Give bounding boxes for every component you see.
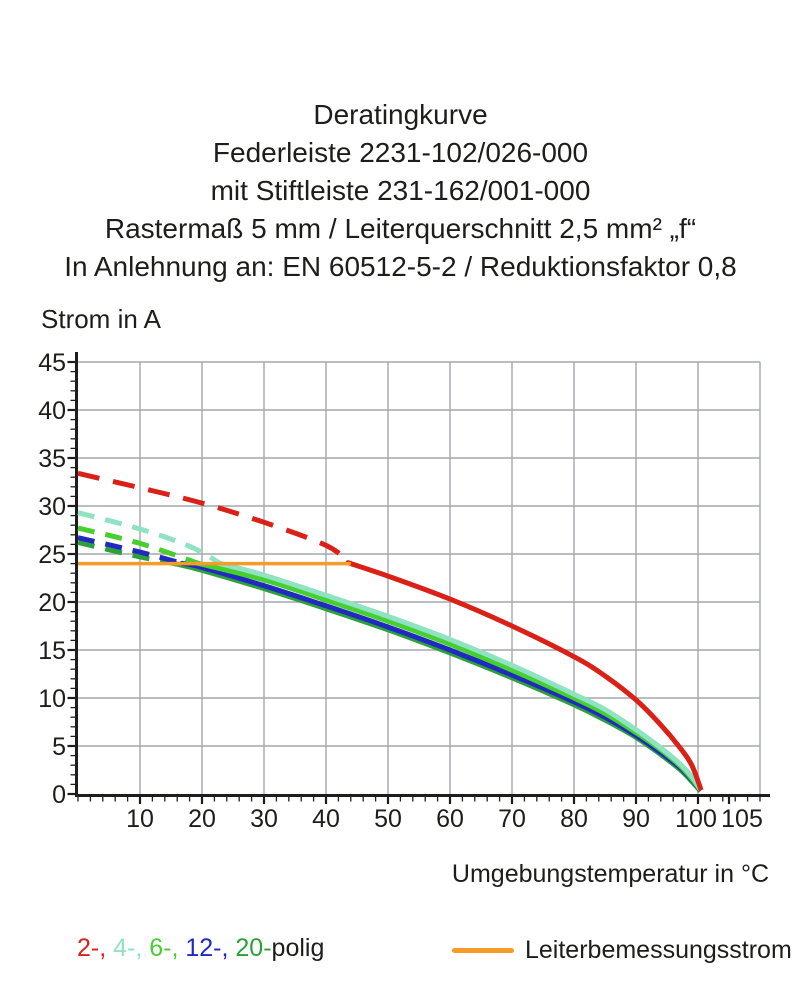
curve-12-polig-dashed [77,535,185,567]
x-tick-label: 30 [250,805,278,833]
x-tick-label: 40 [312,805,340,833]
legend-pole-label: polig [271,934,325,962]
curve-2-polig-dashed [77,470,353,566]
curve-6-polig [77,525,703,792]
grid [78,361,761,794]
curve-2-polig [77,470,704,792]
reference-line-label: Leiterbemessungsstrom [525,935,792,964]
y-tick-label: 25 [38,541,66,569]
chart-title: Deratingkurve Federleiste 2231-102/026-0… [0,96,801,286]
legend-pole-label: 2-, [77,934,114,962]
y-tick-label: 20 [38,589,66,617]
curve-4-polig-dashed [77,510,222,566]
y-tick-label: 15 [38,637,66,665]
curve-4-polig-solid [214,560,703,792]
y-tick-label: 30 [38,493,66,521]
chart-title-line: In Anlehnung an: EN 60512-5-2 / Reduktio… [64,251,737,282]
axes [67,352,770,804]
chart-title-line: Deratingkurve [313,99,488,130]
curve-4-polig [77,510,703,792]
chart-title-line: Rastermaß 5 mm / Leiterquerschnitt 2,5 m… [104,213,697,244]
curve-20-polig-dashed [77,540,178,567]
curve-20-polig-solid [172,561,703,793]
x-tick-label: 90 [622,805,650,833]
chart-title-line: Federleiste 2231-102/026-000 [212,137,589,168]
legend: 2-, 4-, 6-, 12-, 20-polig Leiterbemessun… [0,932,801,972]
y-tick-label: 35 [38,445,66,473]
y-tick-label: 0 [52,781,66,809]
legend-poles: 2-, 4-, 6-, 12-, 20-polig [77,934,324,963]
y-tick-label: 40 [38,397,66,425]
curve-6-polig-dashed [77,525,200,566]
y-axis-title: Strom in A [41,304,161,334]
legend-pole-label: 4-, [113,934,150,962]
x-tick-label: 20 [188,805,216,833]
reference-line-swatch [452,947,514,953]
x-tick-label: 105 [721,805,763,833]
x-tick-label: 60 [436,805,464,833]
x-axis-title: Umgebungstemperatur in °C [451,860,769,888]
x-tick-label: 100 [675,805,717,833]
x-tick-label: 10 [126,805,154,833]
legend-reference: Leiterbemessungsstrom [452,932,792,968]
x-tick-label: 80 [560,805,588,833]
x-tick-label: 70 [498,805,526,833]
curve-20-polig [77,540,703,793]
legend-pole-label: 20- [235,934,272,962]
curve-2-polig-solid [345,560,704,792]
tick-labels: 10 20 30 40 50 60 70 80 90 100 105 0 5 10 15 20 25 30 35 40… [38,349,763,833]
y-tick-label: 5 [52,733,66,761]
y-tick-label: 10 [38,685,66,713]
y-tick-label: 45 [38,349,66,377]
chart-title-line: mit Stiftleiste 231-162/001-000 [210,175,591,206]
legend-pole-label: 6-, [149,934,186,962]
legend-pole-label: 12-, [185,934,236,962]
x-tick-label: 50 [374,805,402,833]
